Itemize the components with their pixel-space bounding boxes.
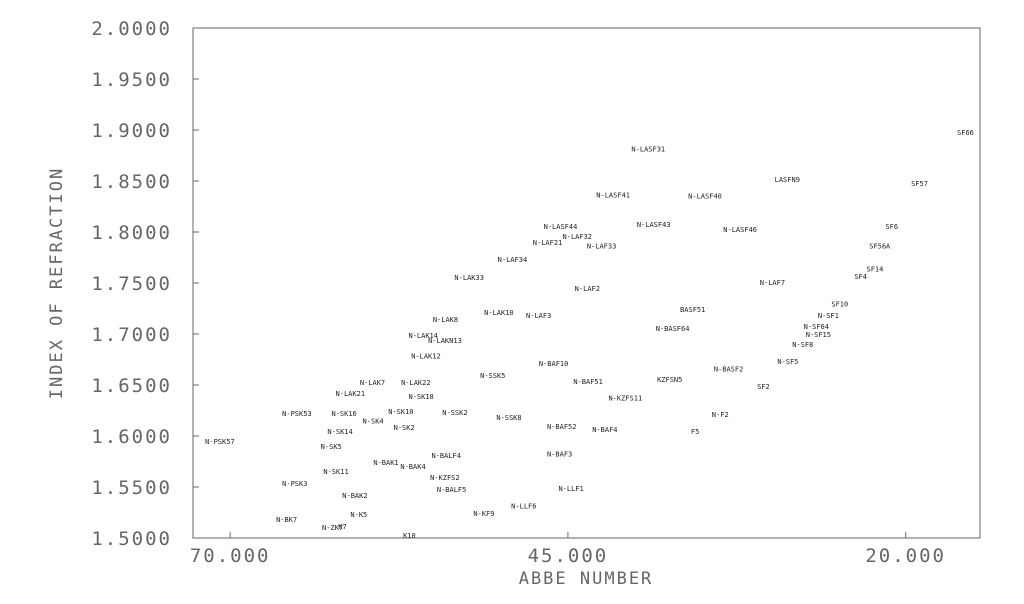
- point-label: N-BALF4: [431, 452, 461, 460]
- x-tick-label: 45.000: [528, 545, 609, 567]
- point-label: N-SF8: [792, 341, 813, 349]
- point-label: N-LASF31: [631, 145, 665, 153]
- point-label: LASFN9: [775, 176, 800, 184]
- point-label: N-LAF3: [526, 312, 551, 320]
- point-label: N-LASF44: [544, 223, 578, 231]
- x-tick-label: 20.000: [865, 545, 946, 567]
- point-label: N-BAF10: [539, 360, 569, 368]
- point-label: N-SK10: [388, 408, 413, 416]
- point-label: N-LAK8: [433, 316, 458, 324]
- point-label: N-SK14: [327, 428, 352, 436]
- point-label: N-LAK12: [411, 352, 441, 360]
- y-tick-label: 1.9500: [91, 69, 172, 91]
- point-label: SF6: [885, 223, 898, 231]
- point-label: SF4: [854, 273, 867, 281]
- point-label: N-LASF40: [688, 192, 722, 200]
- point-label: N-BK7: [276, 516, 297, 524]
- point-label: N-LAF21: [533, 239, 563, 247]
- point-label: N-PSK3: [282, 480, 307, 488]
- y-tick-label: 1.7500: [91, 273, 172, 295]
- point-label: N-LAF32: [563, 233, 593, 241]
- point-label: N-SF64: [804, 323, 829, 331]
- point-label: SF10: [831, 300, 848, 308]
- y-tick-label: 1.9000: [91, 120, 172, 142]
- point-label: N-SF1: [818, 312, 839, 320]
- y-tick-label: 2.0000: [91, 18, 172, 40]
- point-label: SF56A: [869, 242, 891, 250]
- point-label: N-PSK53: [282, 410, 312, 418]
- point-label: N-BASF64: [656, 325, 690, 333]
- x-axis-title: ABBE NUMBER: [519, 569, 654, 589]
- point-label: N-LAK22: [401, 379, 431, 387]
- point-label: BASF51: [680, 306, 705, 314]
- point-label: N-SSK2: [442, 409, 467, 417]
- point-label: SF14: [867, 266, 884, 274]
- point-label: N-BAF3: [547, 450, 572, 458]
- y-tick-label: 1.6500: [91, 375, 172, 397]
- point-label: N-KZFS2: [430, 474, 460, 482]
- point-label: N-LASF46: [723, 226, 757, 234]
- point-label: SF2: [757, 383, 770, 391]
- point-label: N-LAK14: [408, 332, 438, 340]
- point-label: N-LAF2: [575, 285, 600, 293]
- point-label: N-BAK1: [373, 459, 398, 467]
- point-label: N-ZK7: [322, 524, 343, 532]
- plot-frame: [192, 27, 981, 539]
- point-label: K7: [338, 523, 346, 531]
- y-tick-label: 1.7000: [91, 324, 172, 346]
- point-label: K10: [403, 532, 416, 540]
- point-label: N-LAF34: [498, 256, 528, 264]
- point-label: N-F2: [712, 411, 729, 419]
- point-label: SF57: [911, 180, 928, 188]
- point-label: N-SK4: [363, 418, 384, 426]
- point-label: N-BALF5: [437, 486, 467, 494]
- point-label: N-SSK5: [480, 372, 505, 380]
- point-label: N-SK5: [321, 443, 342, 451]
- point-label: N-BAF51: [573, 378, 603, 386]
- point-label: N-LAKN13: [428, 337, 462, 345]
- x-tick-label: 70.000: [190, 545, 271, 567]
- point-label: N-SK16: [331, 410, 356, 418]
- point-label: N-SK11: [323, 468, 348, 476]
- point-label: N-BAK4: [400, 463, 425, 471]
- point-label: N-SF5: [777, 358, 798, 366]
- point-label: N-BAF52: [547, 423, 577, 431]
- point-label: N-LASF43: [637, 221, 671, 229]
- point-label: N-LASF41: [596, 191, 630, 199]
- y-tick-label: 1.8500: [91, 171, 172, 193]
- point-label: N-SF15: [806, 331, 831, 339]
- point-label: N-BAF4: [592, 426, 617, 434]
- point-label: N-LLF6: [511, 502, 536, 510]
- point-label: N-LLF1: [558, 485, 583, 493]
- point-label: N-SK18: [408, 393, 433, 401]
- point-label: N-LAF33: [587, 242, 617, 250]
- point-label: N-KF9: [473, 510, 494, 518]
- point-label: N-BAK2: [342, 492, 367, 500]
- point-label: N-PSK57: [205, 438, 235, 446]
- y-tick-label: 1.5500: [91, 477, 172, 499]
- y-axis-title: INDEX OF REFRACTION: [47, 167, 67, 399]
- point-label: N-K5: [350, 511, 367, 519]
- point-label: N-BASF2: [714, 366, 744, 374]
- y-tick-label: 1.5000: [91, 528, 172, 550]
- point-label: N-LAK21: [336, 390, 366, 398]
- y-tick-label: 1.8000: [91, 222, 172, 244]
- point-label: N-SK2: [394, 424, 415, 432]
- point-label: N-SSK8: [496, 414, 521, 422]
- point-label: SF66: [957, 129, 974, 137]
- point-label: KZFSN5: [657, 376, 682, 384]
- y-tick-label: 1.6000: [91, 426, 172, 448]
- point-label: N-LAK33: [454, 274, 484, 282]
- point-label: F5: [691, 428, 699, 436]
- point-label: N-LAF7: [760, 279, 785, 287]
- point-label: N-LAK10: [484, 309, 514, 317]
- point-label: N-KZFS11: [608, 394, 642, 402]
- point-label: N-LAK7: [360, 379, 385, 387]
